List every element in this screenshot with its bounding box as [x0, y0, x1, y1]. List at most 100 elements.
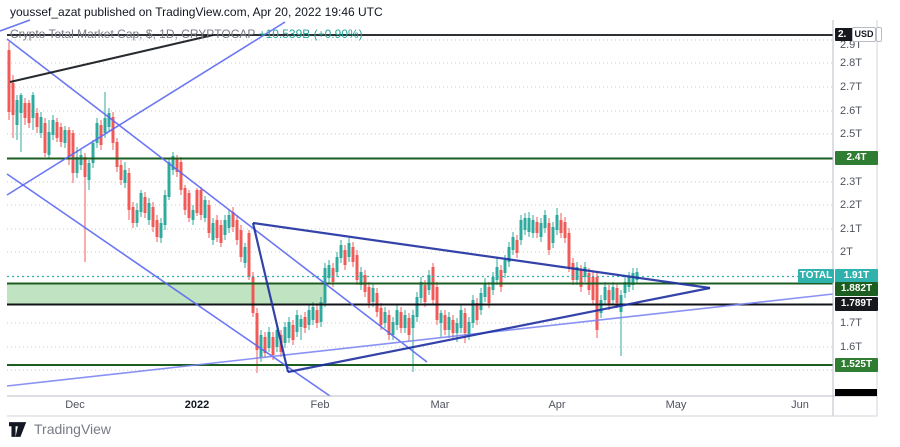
candle-body	[507, 247, 511, 262]
candle-body	[331, 268, 335, 282]
candle-body	[539, 223, 543, 237]
candle-body	[415, 297, 419, 317]
candle-body	[387, 315, 391, 335]
candle-body	[147, 203, 151, 220]
candle-body	[19, 95, 23, 113]
chart-legend[interactable]: Crypto Total Market Cap, $, 1D, CRYPTOCA…	[10, 27, 363, 41]
triangle-left[interactable]	[251, 222, 290, 373]
rising-trendline[interactable]	[6, 21, 286, 196]
candle-body	[171, 156, 175, 170]
candle-body	[35, 113, 39, 127]
candle-body	[219, 225, 223, 243]
channel-line-lower[interactable]	[6, 173, 331, 397]
candle-body	[575, 267, 579, 280]
candle-body	[623, 282, 627, 293]
candle-body	[111, 117, 115, 143]
candle-body	[543, 215, 547, 228]
candle-body	[203, 200, 207, 218]
tradingview-attribution[interactable]: TradingView	[9, 421, 111, 437]
price-tick-label: 1.6T	[840, 341, 863, 353]
candle-body	[31, 95, 35, 118]
candle-body	[231, 212, 235, 227]
candle-body	[591, 277, 595, 300]
candle-body	[347, 243, 351, 257]
candle-body	[191, 210, 195, 220]
price-label-black-bottom	[835, 389, 877, 396]
candle-body	[343, 250, 347, 265]
black-diagonal[interactable]	[9, 34, 214, 83]
candle-body	[531, 220, 535, 233]
candle-body	[515, 240, 519, 253]
candle-body	[323, 268, 327, 303]
candle-body	[83, 157, 87, 177]
candle-body	[383, 312, 387, 323]
currency-toggle-button[interactable]: USD	[852, 27, 876, 42]
candle-body	[451, 320, 455, 333]
candle-body	[283, 327, 287, 343]
candle-body	[567, 233, 571, 267]
candle-body	[143, 197, 147, 213]
price-tick-label: 2.5T	[840, 128, 863, 140]
price-tick-label: 2.1T	[840, 223, 863, 235]
candle-body	[99, 125, 103, 145]
candle-body	[471, 300, 475, 323]
candle-body	[267, 332, 271, 348]
candle-body	[247, 233, 251, 277]
corner-trendline[interactable]	[0, 19, 31, 32]
candle-body	[15, 100, 19, 125]
candle-body	[303, 317, 307, 328]
candle-body	[223, 220, 227, 235]
long-support-line[interactable]	[6, 293, 834, 387]
demand-zone[interactable]	[7, 284, 325, 304]
candle-body	[135, 210, 139, 223]
candle-body	[527, 218, 531, 232]
candle-body	[295, 315, 299, 332]
candle-body	[23, 103, 27, 118]
candle-body	[43, 123, 47, 153]
candle-body	[547, 223, 551, 250]
candle-body	[243, 247, 247, 263]
candle-body	[115, 142, 119, 167]
candle-body	[291, 325, 295, 340]
candle-body	[107, 113, 111, 127]
candle-body	[259, 335, 263, 357]
candle-body	[583, 267, 587, 277]
candle-body	[483, 283, 487, 297]
tradingview-logo-icon	[9, 421, 27, 437]
time-tick-label: 2022	[184, 399, 210, 411]
candle-body	[399, 312, 403, 328]
time-tick-label: Mar	[430, 399, 450, 411]
candle-body	[315, 310, 319, 323]
candle-body	[167, 162, 171, 197]
candle-body	[475, 303, 479, 320]
candle-body	[59, 127, 63, 142]
candle-body	[555, 215, 559, 230]
price-tick-label: 1.7T	[840, 317, 863, 329]
candle-body	[239, 230, 243, 257]
candle-body	[211, 223, 215, 240]
candle-body	[163, 195, 167, 225]
triangle-upper[interactable]	[252, 221, 711, 290]
candle-body	[139, 193, 143, 212]
triangle-lower[interactable]	[287, 286, 711, 374]
candle-body	[559, 220, 563, 233]
candle-body	[335, 257, 339, 272]
time-tick-label: May	[665, 399, 687, 411]
candle-body	[419, 282, 423, 298]
candle-body	[287, 322, 291, 338]
candle-body	[467, 322, 471, 335]
candle-body	[607, 290, 611, 305]
price-tick-label: 2.8T	[840, 57, 863, 69]
candle-body	[587, 273, 591, 290]
candle-body	[299, 319, 303, 327]
cropped-toggle-fragment	[876, 27, 882, 42]
price-tick-label: 2T	[840, 246, 853, 258]
candle-body	[503, 260, 507, 273]
channel-line-upper[interactable]	[6, 38, 428, 363]
candle-body	[195, 190, 199, 213]
candle-body	[463, 313, 467, 333]
candle-body	[75, 157, 79, 173]
candle-body	[391, 322, 395, 335]
